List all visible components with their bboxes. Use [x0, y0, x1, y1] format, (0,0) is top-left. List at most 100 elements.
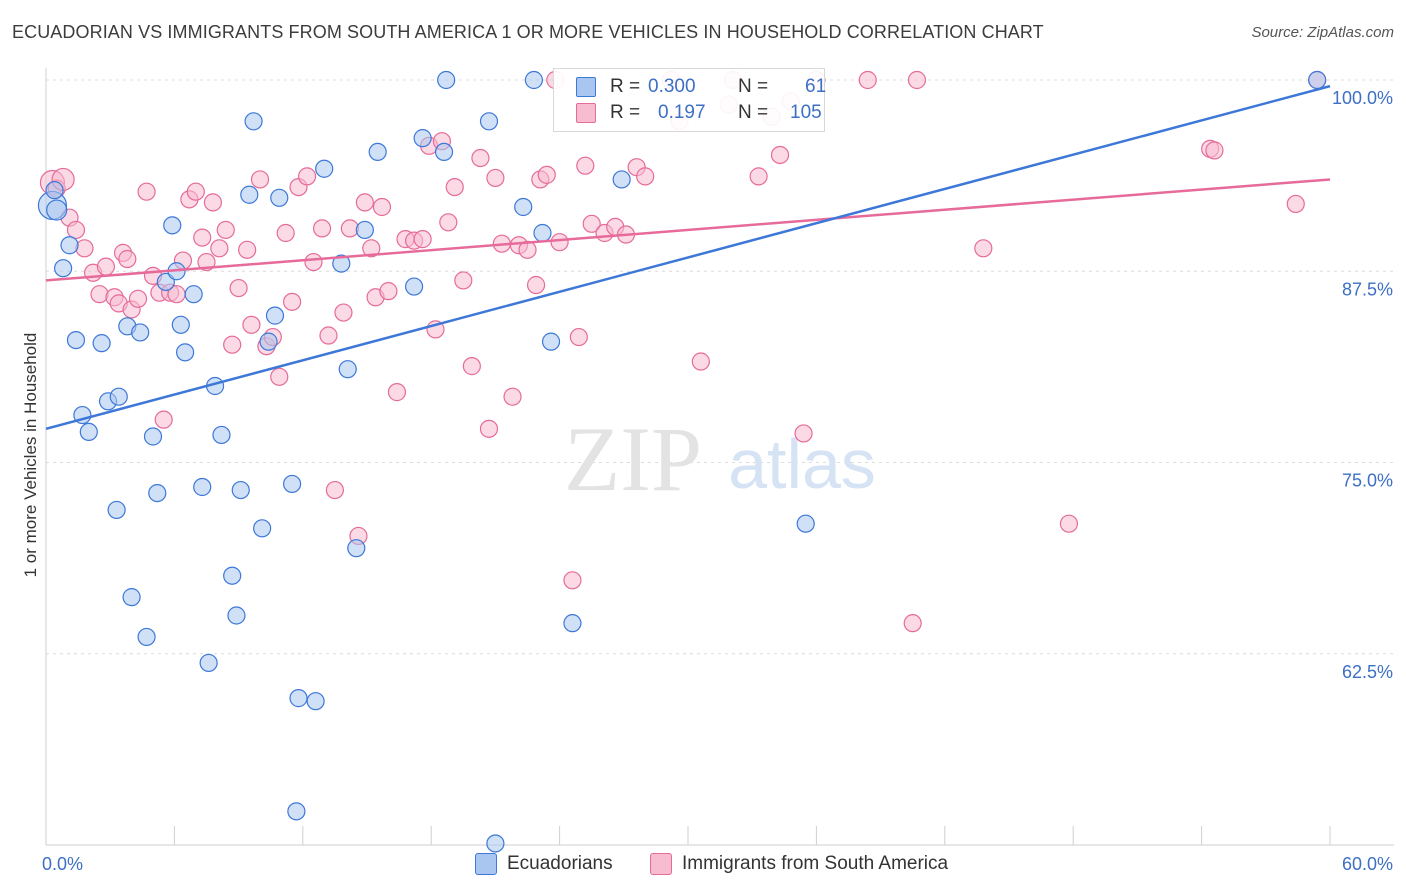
- point-ecuadorians: [283, 474, 302, 494]
- point-immigrants: [276, 223, 295, 243]
- point-immigrants: [1286, 194, 1305, 214]
- series-immigrants-points: [39, 70, 1327, 633]
- point-immigrants: [569, 327, 588, 347]
- point-immigrants: [770, 145, 790, 165]
- chart-title: ECUADORIAN VS IMMIGRANTS FROM SOUTH AMER…: [12, 22, 1044, 42]
- point-immigrants: [445, 178, 464, 197]
- point-immigrants: [154, 410, 173, 429]
- point-immigrants: [118, 249, 137, 269]
- point-immigrants: [462, 357, 481, 376]
- point-ecuadorians: [137, 627, 156, 647]
- point-ecuadorians: [193, 477, 212, 497]
- point-ecuadorians: [514, 197, 533, 217]
- point-immigrants: [75, 239, 94, 258]
- watermark: ZIP atlas: [564, 408, 876, 510]
- y-tick-label: 100.0%: [1332, 88, 1393, 108]
- legend-n-value-1: 61: [805, 76, 827, 97]
- point-immigrants: [372, 197, 392, 217]
- y-tick-label: 75.0%: [1342, 471, 1393, 491]
- point-immigrants: [479, 419, 499, 438]
- point-immigrants: [210, 239, 229, 258]
- point-ecuadorians: [131, 323, 150, 342]
- point-ecuadorians: [223, 566, 242, 585]
- bottom-legend-swatch-pink: [650, 853, 672, 875]
- point-ecuadorians: [486, 834, 505, 853]
- point-immigrants: [203, 193, 223, 212]
- point-ecuadorians: [244, 112, 263, 131]
- point-immigrants: [749, 167, 768, 186]
- point-ecuadorians: [1308, 70, 1327, 90]
- point-ecuadorians: [533, 223, 552, 243]
- point-immigrants: [413, 230, 432, 249]
- point-immigrants: [907, 70, 927, 90]
- y-axis-label: 1 or more Vehicles in Household: [21, 333, 40, 578]
- point-ecuadorians: [148, 484, 167, 503]
- point-immigrants: [503, 387, 522, 406]
- point-ecuadorians: [79, 422, 98, 441]
- point-immigrants: [216, 220, 235, 240]
- y-tick-label: 87.5%: [1342, 279, 1393, 299]
- point-ecuadorians: [156, 272, 175, 292]
- point-ecuadorians: [541, 332, 561, 351]
- point-ecuadorians: [184, 285, 203, 304]
- legend-n-value-2: 105: [790, 102, 822, 123]
- point-immigrants: [526, 275, 546, 295]
- point-immigrants: [66, 220, 86, 240]
- legend-swatch-pink: [576, 103, 596, 123]
- point-immigrants: [304, 252, 323, 272]
- point-ecuadorians: [259, 332, 278, 351]
- point-ecuadorians: [231, 480, 250, 500]
- point-immigrants: [454, 271, 473, 290]
- point-ecuadorians: [287, 802, 306, 821]
- point-immigrants: [270, 367, 289, 386]
- point-ecuadorians: [306, 692, 325, 711]
- point-immigrants: [974, 239, 993, 258]
- point-immigrants: [229, 278, 248, 298]
- point-immigrants: [582, 214, 601, 233]
- point-immigrants: [903, 614, 922, 633]
- trend-line-immigrants: [45, 178, 1331, 282]
- point-immigrants: [193, 228, 212, 247]
- point-ecuadorians: [143, 427, 163, 446]
- point-ecuadorians: [122, 588, 141, 607]
- point-ecuadorians: [109, 387, 128, 406]
- point-immigrants: [379, 282, 398, 301]
- point-immigrants: [636, 167, 655, 186]
- legend-r-value-2: 0.197: [658, 102, 706, 123]
- point-ecuadorians: [355, 220, 374, 240]
- bottom-legend-immigrants: Immigrants from South America: [650, 852, 948, 876]
- point-ecuadorians: [240, 185, 259, 204]
- point-ecuadorians: [437, 70, 456, 90]
- trend-line-ecuadorians: [45, 84, 1331, 431]
- point-immigrants: [340, 219, 359, 238]
- legend-swatch-blue: [576, 77, 596, 97]
- point-ecuadorians: [199, 653, 218, 673]
- point-ecuadorians: [612, 170, 631, 189]
- point-immigrants: [439, 213, 458, 232]
- point-ecuadorians: [212, 425, 231, 445]
- point-immigrants: [137, 182, 156, 201]
- legend-r-label: R =: [610, 102, 641, 123]
- y-tick-label: 62.5%: [1342, 662, 1393, 682]
- point-ecuadorians: [45, 181, 64, 200]
- point-immigrants: [334, 303, 353, 322]
- point-immigrants: [563, 571, 582, 590]
- point-ecuadorians: [107, 500, 126, 520]
- point-ecuadorians: [413, 129, 432, 148]
- x-tick-label: 0.0%: [42, 854, 83, 874]
- point-ecuadorians: [368, 142, 387, 162]
- point-ecuadorians: [289, 689, 308, 708]
- point-ecuadorians: [46, 199, 68, 221]
- point-ecuadorians: [563, 614, 582, 633]
- correlation-legend: R = 0.300 N = 61 R = 0.197 N = 105: [553, 68, 827, 132]
- point-immigrants: [486, 168, 505, 188]
- axes: [45, 68, 1394, 846]
- point-immigrants: [297, 167, 317, 186]
- trend-lines: [45, 84, 1331, 431]
- legend-n-label: N =: [738, 76, 769, 97]
- point-ecuadorians: [479, 112, 499, 131]
- point-ecuadorians: [270, 188, 289, 207]
- point-ecuadorians: [338, 360, 357, 379]
- point-immigrants: [319, 326, 338, 345]
